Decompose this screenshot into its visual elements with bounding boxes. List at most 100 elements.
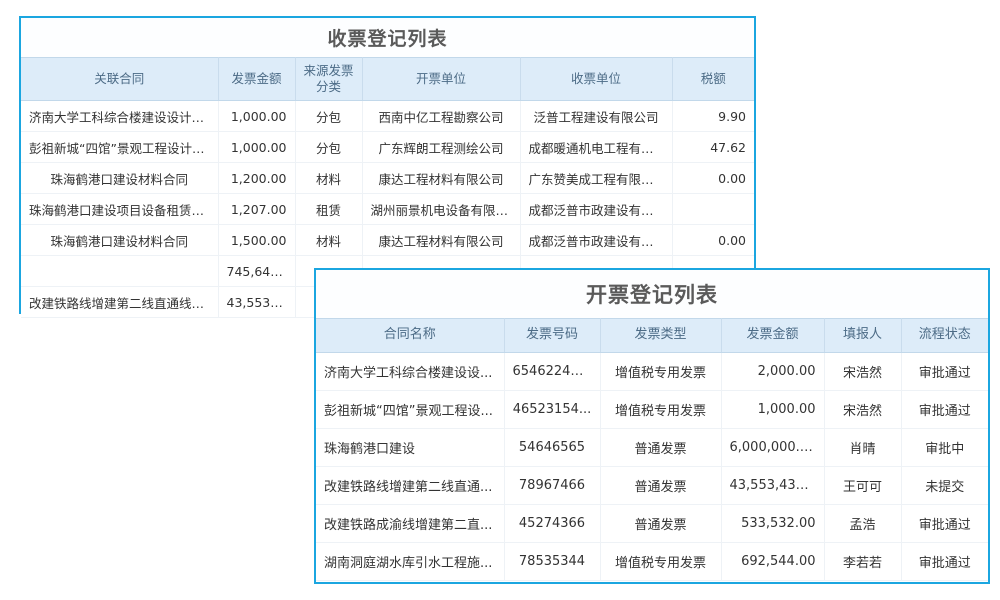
receipt-cell-receiver[interactable]: 泛普工程建设有限公司: [520, 100, 673, 132]
invoice-cell-invoice-type: 增值税专用发票: [600, 542, 722, 581]
invoice-cell-reporter[interactable]: 宋浩然: [824, 352, 902, 391]
status-badge-text: 审批通过: [918, 404, 971, 419]
receipt-cell-receiver[interactable]: 成都泛普市政建设有限公司: [520, 193, 673, 225]
invoice-table-body: 济南大学工科综合楼建设设... 6546224652 增值税专用发票 2,000.00…: [316, 352, 988, 581]
invoice-cell-reporter[interactable]: 王可可: [824, 466, 902, 505]
invoice-cell-invoice-number[interactable]: 78535344: [504, 542, 601, 581]
table-row[interactable]: 珠海鹤港口建设材料合同 1,500.00 材料 康达工程材料有限公司 成都泛普市政建设有…: [21, 224, 754, 256]
table-row[interactable]: 改建铁路线增建第二线直通... 78967466 普通发票 43,553,434.00…: [316, 466, 988, 505]
receipt-cell-amount: 1,200.00: [218, 162, 296, 194]
receipt-col-issuer[interactable]: 开票单位: [362, 57, 521, 101]
receipt-cell-receiver-text: 成都泛普市政建设有限公司: [528, 202, 664, 218]
receipt-col-amount[interactable]: 发票金额: [218, 57, 296, 101]
invoice-cell-invoice-type: 普通发票: [600, 504, 722, 543]
table-row[interactable]: 改建铁路成渝线增建第二直... 45274366 普通发票 533,532.00 孟浩 审…: [316, 504, 988, 543]
table-row[interactable]: 彭祖新城“四馆”景观工程设计项目... 1,000.00 分包 广东辉朗工程测绘公司 成…: [21, 131, 754, 163]
invoice-cell-invoice-type-text: 增值税专用发票: [614, 556, 706, 571]
invoice-cell-reporter[interactable]: 李若若: [824, 542, 902, 581]
invoice-col-invoice-type[interactable]: 发票类型: [600, 318, 722, 353]
invoice-cell-invoice-amount: 692,544.00: [721, 542, 825, 581]
receipt-cell-contract-text: 济南大学工科综合楼建设设计项目...: [29, 109, 210, 125]
receipt-cell-issuer[interactable]: 康达工程材料有限公司: [362, 162, 521, 194]
receipt-table-header-row: 关联合同 发票金额 来源发票 分类 开票单位 收票单位 税额: [21, 57, 754, 101]
receipt-cell-issuer[interactable]: 广东辉朗工程测绘公司: [362, 131, 521, 163]
receipt-cell-amount: 1,000.00: [218, 131, 296, 163]
receipt-cell-category: 分包: [295, 100, 363, 132]
receipt-cell-issuer-text: 康达工程材料有限公司: [378, 171, 504, 187]
receipt-cell-issuer-text: 康达工程材料有限公司: [378, 233, 504, 249]
invoice-cell-invoice-type: 增值税专用发票: [600, 390, 722, 429]
receipt-cell-amount-text: 1,500.00: [230, 232, 287, 248]
invoice-cell-invoice-type: 普通发票: [600, 428, 722, 467]
receipt-cell-issuer-text: 湖州丽景机电设备有限公司: [370, 202, 512, 218]
receipt-cell-amount: 1,000.00: [218, 100, 296, 132]
invoice-cell-contract-name[interactable]: 珠海鹤港口建设: [316, 428, 505, 467]
invoice-cell-invoice-amount-text: 533,532.00: [741, 516, 816, 531]
table-row[interactable]: 珠海鹤港口建设项目设备租赁合同 1,207.00 租赁 湖州丽景机电设备有限公司 成都泛…: [21, 193, 754, 225]
invoice-cell-contract-name[interactable]: 改建铁路成渝线增建第二直...: [316, 504, 505, 543]
invoice-cell-contract-name-text: 改建铁路成渝线增建第二直...: [324, 518, 493, 533]
invoice-cell-contract-name[interactable]: 彭祖新城“四馆”景观工程设...: [316, 390, 505, 429]
receipt-cell-contract: 珠海鹤港口建设材料合同: [21, 224, 219, 256]
invoice-cell-invoice-type-text: 增值税专用发票: [614, 366, 706, 381]
invoice-cell-invoice-amount: 1,000.00: [721, 390, 825, 429]
invoice-cell-invoice-type-text: 普通发票: [634, 442, 687, 457]
receipt-col-category[interactable]: 来源发票 分类: [295, 57, 363, 101]
table-row[interactable]: 济南大学工科综合楼建设设... 6546224652 增值税专用发票 2,000.00…: [316, 352, 988, 391]
receipt-cell-tax: 0.00: [672, 162, 754, 194]
invoice-col-invoice-number[interactable]: 发票号码: [504, 318, 601, 353]
invoice-cell-invoice-amount: 43,553,434.00: [721, 466, 825, 505]
invoice-cell-contract-name-text: 珠海鹤港口建设: [324, 442, 416, 457]
invoice-cell-contract-name-text: 湖南洞庭湖水库引水工程施...: [324, 556, 493, 571]
invoice-cell-reporter[interactable]: 孟浩: [824, 504, 902, 543]
invoice-cell-invoice-number-text: 78535344: [518, 554, 586, 569]
receipt-cell-contract-text: 珠海鹤港口建设材料合同: [50, 171, 188, 187]
invoice-cell-invoice-number[interactable]: 6546224652: [504, 352, 601, 391]
receipt-col-tax[interactable]: 税额: [672, 57, 754, 101]
receipt-cell-contract: 珠海鹤港口建设项目设备租赁合同: [21, 193, 219, 225]
invoice-cell-contract-name[interactable]: 改建铁路线增建第二线直通...: [316, 466, 505, 505]
receipt-cell-issuer[interactable]: 康达工程材料有限公司: [362, 224, 521, 256]
invoice-cell-invoice-type: 普通发票: [600, 466, 722, 505]
invoice-col-flow-status[interactable]: 流程状态: [901, 318, 988, 353]
receipt-cell-issuer[interactable]: 湖州丽景机电设备有限公司: [362, 193, 521, 225]
receipt-cell-contract: 济南大学工科综合楼建设设计项目...: [21, 100, 219, 132]
table-row[interactable]: 湖南洞庭湖水库引水工程施... 78535344 增值税专用发票 692,544.00…: [316, 542, 988, 581]
invoice-cell-invoice-number[interactable]: 46523154...: [504, 390, 601, 429]
receipt-cell-contract-text: 彭祖新城“四馆”景观工程设计项目...: [29, 140, 210, 156]
receipt-cell-issuer[interactable]: 西南中亿工程勘察公司: [362, 100, 521, 132]
receipt-cell-receiver[interactable]: 成都暖通机电工程有限公司: [520, 131, 673, 163]
table-row[interactable]: 珠海鹤港口建设 54646565 普通发票 6,000,000.00 肖晴 审批中: [316, 428, 988, 467]
receipt-cell-contract: 彭祖新城“四馆”景观工程设计项目...: [21, 131, 219, 163]
invoice-cell-contract-name[interactable]: 湖南洞庭湖水库引水工程施...: [316, 542, 505, 581]
status-badge: 审批通过: [901, 390, 988, 429]
invoice-cell-contract-name[interactable]: 济南大学工科综合楼建设设...: [316, 352, 505, 391]
invoice-col-reporter[interactable]: 填报人: [824, 318, 902, 353]
status-badge-text: 未提交: [925, 480, 965, 495]
table-row[interactable]: 珠海鹤港口建设材料合同 1,200.00 材料 康达工程材料有限公司 广东赞美成工程有限…: [21, 162, 754, 194]
invoice-cell-invoice-number[interactable]: 45274366: [504, 504, 601, 543]
invoice-cell-invoice-number[interactable]: 54646565: [504, 428, 601, 467]
receipt-cell-category: 材料: [295, 162, 363, 194]
invoice-cell-reporter[interactable]: 宋浩然: [824, 390, 902, 429]
receipt-cell-issuer-text: 广东辉朗工程测绘公司: [378, 140, 504, 156]
receipt-cell-receiver[interactable]: 广东赞美成工程有限公司: [520, 162, 673, 194]
invoice-col-invoice-amount[interactable]: 发票金额: [721, 318, 825, 353]
invoice-cell-invoice-amount: 533,532.00: [721, 504, 825, 543]
table-row[interactable]: 彭祖新城“四馆”景观工程设... 46523154... 增值税专用发票 1,000.…: [316, 390, 988, 429]
status-badge: 审批通过: [901, 352, 988, 391]
table-row[interactable]: 济南大学工科综合楼建设设计项目... 1,000.00 分包 西南中亿工程勘察公司 泛普…: [21, 100, 754, 132]
receipt-cell-receiver[interactable]: 成都泛普市政建设有限公司: [520, 224, 673, 256]
receipt-cell-tax-text: 9.90: [718, 108, 746, 124]
receipt-col-receiver[interactable]: 收票单位: [520, 57, 673, 101]
status-badge-text: 审批中: [925, 442, 965, 457]
receipt-cell-amount-text: 745,645.00: [226, 263, 287, 279]
invoice-cell-reporter[interactable]: 肖晴: [824, 428, 902, 467]
invoice-cell-invoice-type: 增值税专用发票: [600, 352, 722, 391]
invoice-cell-invoice-amount-text: 6,000,000.00: [729, 440, 816, 455]
invoice-col-contract-name[interactable]: 合同名称: [316, 318, 505, 353]
status-badge: 审批通过: [901, 504, 988, 543]
receipt-col-contract[interactable]: 关联合同: [21, 57, 219, 101]
invoice-cell-invoice-number[interactable]: 78967466: [504, 466, 601, 505]
